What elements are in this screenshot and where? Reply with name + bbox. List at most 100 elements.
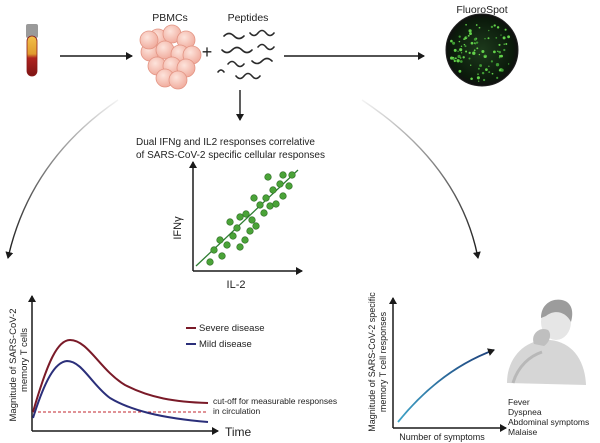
fluorospot-spot <box>476 47 479 50</box>
fluorospot-spot <box>470 77 473 80</box>
scatter-point <box>266 202 274 210</box>
scatter-point <box>288 171 296 179</box>
scatter-caption-line2: of SARS-CoV-2 specific cellular response… <box>136 150 325 161</box>
fluorospot-spot <box>467 34 470 37</box>
fluorospot-spot <box>487 37 490 40</box>
fluorospot-spot <box>478 80 480 82</box>
fluorospot-spot <box>478 53 481 56</box>
scatter-points <box>206 171 296 266</box>
fluorospot-spot <box>498 50 501 54</box>
fluorospot-spot <box>488 71 491 74</box>
fluorospot-well-icon <box>445 13 519 87</box>
scatter-y-label: IFNγ <box>172 216 184 240</box>
arrow-to-left-chart <box>5 99 119 259</box>
legend-severe-label: Severe disease <box>199 323 264 334</box>
fluorospot-spot <box>495 63 500 67</box>
fluorospot-spot <box>457 54 461 59</box>
fluorospot-spot <box>466 36 468 38</box>
fluorospot-spot <box>468 51 471 55</box>
fluorospot-spot <box>490 60 493 63</box>
fluorospot-spot <box>503 43 505 45</box>
arrow-to-right-chart <box>361 99 481 259</box>
fluorospot-spot <box>473 38 477 41</box>
coughing-patient-icon <box>507 299 586 385</box>
pbmc-cell <box>139 30 159 50</box>
scatter-point <box>272 200 280 208</box>
symptom-dyspnea: Dyspnea <box>508 407 542 417</box>
fluorospot-spot <box>500 34 502 36</box>
fluorospot-spot <box>503 48 506 52</box>
fluorospot-spot <box>507 35 511 39</box>
scatter-point <box>276 180 284 188</box>
fluorospot-spot <box>507 63 510 65</box>
fluorospot-spot <box>460 45 463 48</box>
peptide-strands-icon <box>217 29 275 80</box>
cutoff-label-line1: cut-off for measurable responses <box>213 396 337 406</box>
scatter-point <box>260 209 268 217</box>
cell-cluster-icon <box>139 24 202 90</box>
fluorospot-spot <box>452 41 456 45</box>
fluorospot-spot <box>469 32 472 36</box>
legend-mild-label: Mild disease <box>199 339 252 350</box>
fluorospot-spot <box>493 50 496 54</box>
right-chart-y-label-line1: Magnitude of SARS-CoV-2 specific <box>367 292 377 432</box>
fluorospot-spot <box>482 78 486 82</box>
fluorospot-spot <box>499 55 501 57</box>
rising-response-curve <box>397 348 495 423</box>
fluorospot-spot <box>465 23 467 26</box>
right-chart-x-label: Number of symptoms <box>399 432 485 442</box>
fluorospot-spot <box>491 72 494 75</box>
fluorospot-spot <box>473 49 476 52</box>
scatter-point <box>218 252 226 260</box>
fluorospot-spot <box>502 36 506 40</box>
fluorospot-spot <box>475 24 478 26</box>
fluorospot-label: FluoroSpot <box>456 4 507 16</box>
fluorospot-spot <box>468 29 472 33</box>
fluorospot-spot <box>462 56 465 59</box>
fluorospot-spot <box>477 67 480 70</box>
fluorospot-spot <box>464 45 467 48</box>
fluorospot-spot <box>459 48 463 52</box>
scatter-point <box>229 232 237 240</box>
fluorospot-spot <box>484 37 486 40</box>
scatter-axes <box>189 161 303 275</box>
scatter-point <box>250 194 258 202</box>
fluorospot-spot <box>497 50 499 53</box>
pbmc-label: PBMCs <box>152 12 188 24</box>
scatter-point <box>236 243 244 251</box>
scatter-point <box>262 194 270 202</box>
fluorospot-spot <box>475 41 479 44</box>
peptides-label: Peptides <box>228 12 269 24</box>
scatter-point <box>241 236 249 244</box>
fluorospot-spot <box>458 35 461 38</box>
scatter-point <box>252 222 260 230</box>
fluorospot-spot <box>479 64 483 67</box>
fluorospot-spot <box>496 76 499 79</box>
fluorospot-spot <box>456 59 460 63</box>
fluorospot-spot <box>459 60 463 63</box>
fluorospot-spot <box>498 43 501 46</box>
scatter-point <box>226 218 234 226</box>
fluorospot-spot <box>481 49 485 54</box>
scatter-point <box>223 241 231 249</box>
right-chart-y-label-line2: memory T cell responses <box>378 311 388 412</box>
left-chart-axes <box>28 295 219 435</box>
severe-disease-curve <box>32 338 209 413</box>
scatter-point <box>279 171 287 179</box>
fluorospot-spot <box>453 48 457 52</box>
fluorospot-spot <box>460 52 463 54</box>
fluorospot-spot <box>453 59 456 63</box>
fluorospot-spot <box>484 54 486 57</box>
fluorospot-spot <box>463 43 466 46</box>
plus-sign: + <box>202 42 213 62</box>
scatter-point <box>206 258 214 266</box>
scatter-point <box>285 182 293 190</box>
symptom-malaise: Malaise <box>508 427 538 437</box>
fluorospot-spot <box>477 73 479 75</box>
scatter-point <box>216 236 224 244</box>
mild-disease-curve <box>32 359 209 423</box>
scatter-point <box>236 213 244 221</box>
fluorospot-spot <box>463 38 465 40</box>
fluorospot-spot <box>498 69 502 72</box>
